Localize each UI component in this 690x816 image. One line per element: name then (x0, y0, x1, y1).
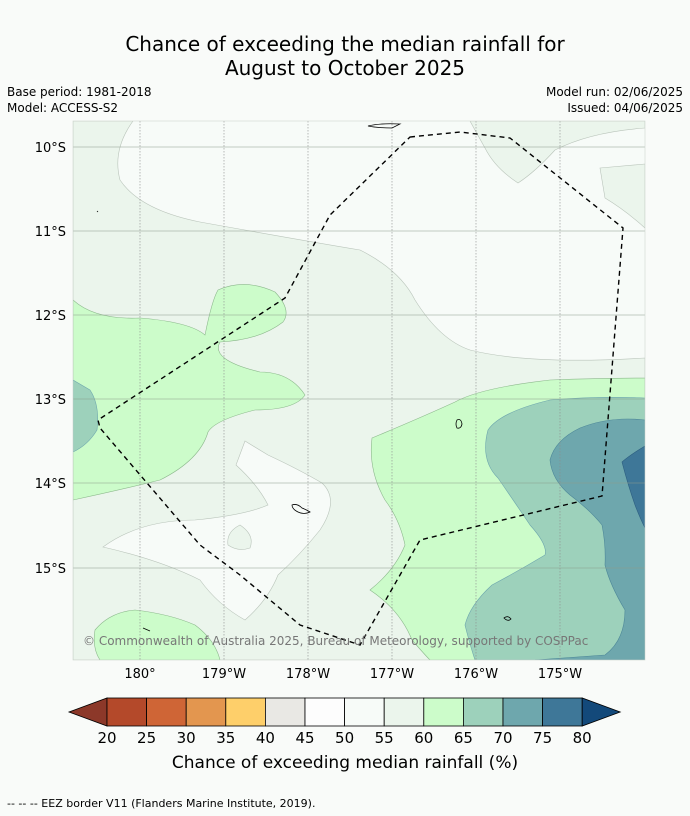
island-1 (455, 419, 463, 429)
colorbar-tick-label: 45 (295, 729, 314, 747)
chart-title: Chance of exceeding the median rainfall … (0, 32, 690, 80)
colorbar-over-arrow (581, 697, 622, 727)
island-2 (291, 504, 311, 514)
contour-60-65-west (73, 284, 306, 501)
colorbar-segment (542, 697, 583, 727)
colorbar-tick-label: 80 (573, 729, 592, 747)
colorbar-tick-label: 30 (177, 729, 196, 747)
model-run: Model run: 02/06/2025 (545, 85, 683, 99)
colorbar-under-arrow (67, 697, 108, 727)
model-name: Model: ACCESS-S2 (7, 101, 119, 115)
lat-label-11s: 11°S (35, 225, 66, 240)
colorbar: 20 25 30 35 40 45 50 55 60 65 70 75 80 (67, 697, 622, 747)
lon-label-176w: 176°W (454, 667, 498, 682)
meta-right: Model run: 02/06/2025 Issued: 04/06/2025 (546, 84, 683, 116)
island-4 (142, 627, 151, 632)
colorbar-title: Chance of exceeding median rainfall (%) (171, 753, 519, 773)
contour-60-65-sw (93, 609, 221, 660)
contour-65-70-west (73, 379, 98, 453)
colorbar-tick-label: 70 (493, 729, 512, 747)
colorbar-segment (462, 697, 504, 727)
lon-label-178w: 178°W (286, 667, 330, 682)
lat-label-13s: 13°S (35, 393, 66, 408)
colorbar-segment (304, 697, 345, 727)
lat-label-14s: 14°S (35, 477, 66, 492)
longitude-labels: 180° 179°W 178°W 177°W 176°W 175°W (124, 667, 582, 682)
latitude-gridlines (73, 146, 645, 569)
contour-75-80 (621, 445, 645, 529)
lon-label-175w: 175°W (538, 667, 582, 682)
colorbar-segment (264, 697, 306, 727)
base-period: Base period: 1981-2018 (7, 85, 152, 99)
meta-left: Base period: 1981-2018 Model: ACCESS-S2 (7, 84, 152, 116)
eez-border (97, 131, 624, 646)
island-6 (367, 123, 402, 129)
colorbar-segment (383, 697, 425, 727)
colorbar-tick-label: 65 (454, 729, 473, 747)
map-frame (73, 121, 645, 660)
colorbar-segment (344, 697, 385, 727)
issued-date: Issued: 04/06/2025 (567, 101, 683, 115)
colorbar-segment (106, 697, 147, 727)
title-line-2: August to October 2025 (224, 56, 466, 80)
footnote: -- -- -- EEZ border V11 (Flanders Marine… (7, 797, 316, 810)
colorbar-tick-label: 60 (414, 729, 433, 747)
colorbar-segment (423, 697, 464, 727)
colorbar-segment (146, 697, 187, 727)
colorbar-tick-label: 25 (137, 729, 156, 747)
islands (96, 123, 512, 632)
colorbar-tick-label: 40 (256, 729, 275, 747)
island-5 (96, 210, 99, 213)
title-line-1: Chance of exceeding the median rainfall … (125, 32, 565, 56)
contour-55-60-island (227, 524, 252, 550)
colorbar-tick-label: 50 (335, 729, 354, 747)
copyright-text: © Commonwealth of Australia 2025, Bureau… (83, 634, 588, 648)
colorbar-tick-label: 55 (375, 729, 394, 747)
lon-label-180: 180° (124, 667, 155, 682)
island-3 (503, 616, 512, 621)
lat-label-12s: 12°S (35, 309, 66, 324)
colorbar-segment (225, 697, 266, 727)
contour-55-60-n (469, 121, 645, 184)
latitude-labels: 10°S 11°S 12°S 13°S 14°S 15°S (35, 141, 66, 577)
colorbar-segment (185, 697, 227, 727)
colorbar-tick-label: 20 (97, 729, 116, 747)
contour-50-55-pocket (102, 440, 331, 621)
map-border (72, 120, 646, 661)
colorbar-tick-label: 75 (533, 729, 552, 747)
colorbar-tick-label: 35 (216, 729, 235, 747)
colorbar-segment (502, 697, 543, 727)
lat-label-10s: 10°S (35, 141, 66, 156)
lon-label-177w: 177°W (370, 667, 414, 682)
lon-label-179w: 179°W (202, 667, 246, 682)
lat-label-15s: 15°S (35, 562, 66, 577)
contour-70-75 (534, 418, 645, 660)
